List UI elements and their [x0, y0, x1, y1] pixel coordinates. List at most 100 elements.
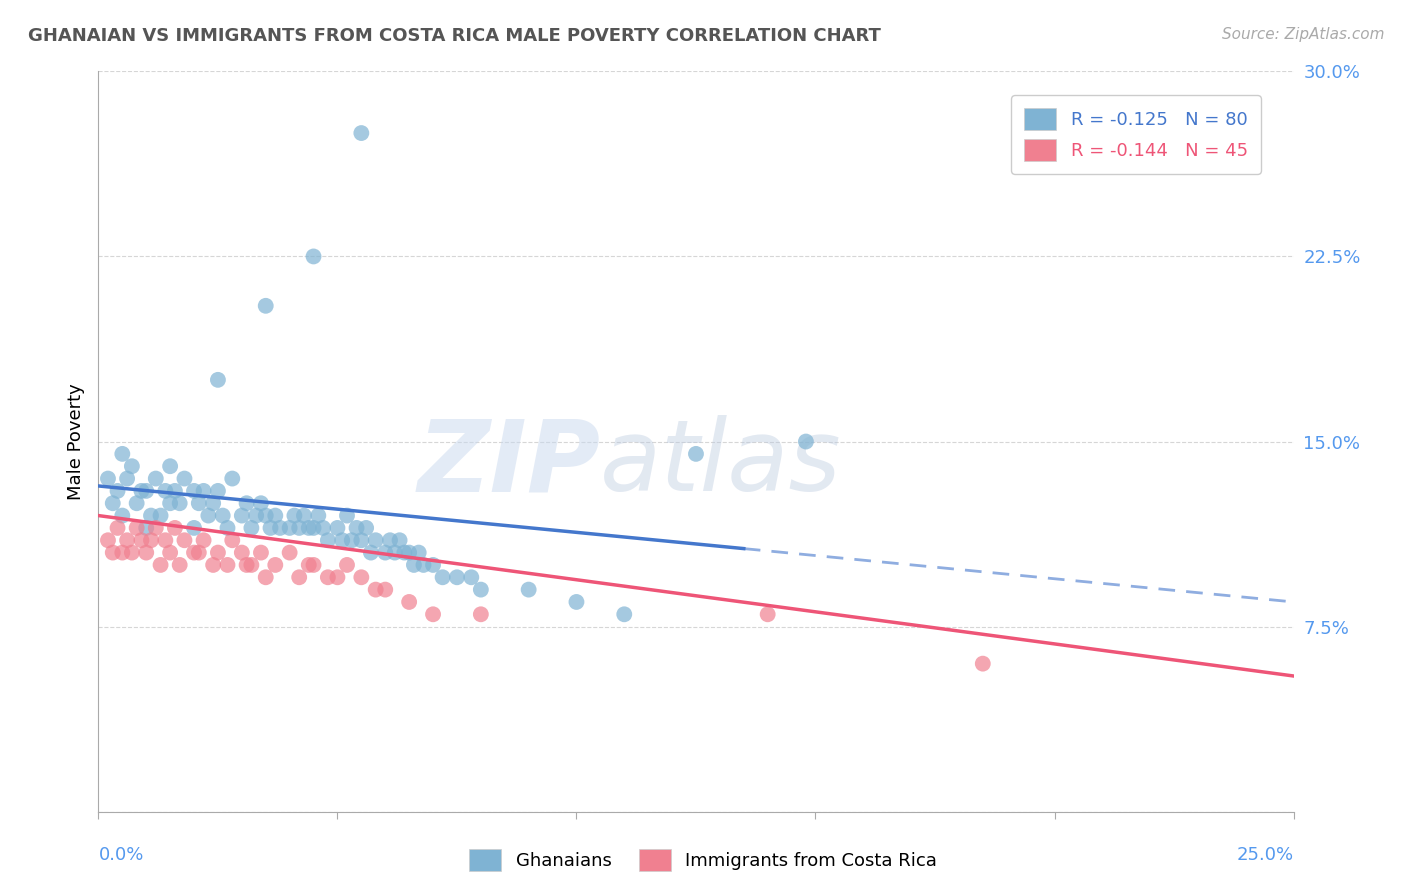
Point: [264, 508, 287, 523]
Point: [197, 508, 219, 523]
Point: [288, 570, 311, 584]
Text: ZIP: ZIP: [418, 416, 600, 512]
Point: [231, 545, 253, 560]
Point: [111, 545, 134, 560]
Point: [364, 582, 387, 597]
Point: [159, 545, 181, 560]
Point: [217, 558, 239, 572]
Point: [173, 533, 195, 548]
Point: [254, 570, 277, 584]
Point: [115, 471, 138, 485]
Point: [155, 483, 177, 498]
Point: [183, 521, 205, 535]
Point: [231, 508, 253, 523]
Point: [412, 558, 434, 572]
Point: [121, 545, 143, 560]
Point: [336, 558, 359, 572]
Point: [685, 447, 707, 461]
Point: [217, 521, 239, 535]
Point: [135, 483, 157, 498]
Point: [360, 545, 382, 560]
Point: [364, 533, 387, 548]
Point: [107, 521, 129, 535]
Point: [378, 533, 401, 548]
Point: [155, 533, 177, 548]
Point: [350, 570, 373, 584]
Point: [163, 483, 186, 498]
Point: [135, 521, 157, 535]
Point: [470, 607, 492, 622]
Point: [283, 508, 305, 523]
Point: [298, 558, 321, 572]
Point: [398, 595, 420, 609]
Point: [240, 558, 263, 572]
Point: [115, 533, 138, 548]
Text: atlas: atlas: [600, 416, 842, 512]
Text: 0.0%: 0.0%: [98, 847, 143, 864]
Point: [187, 545, 209, 560]
Point: [336, 508, 359, 523]
Point: [302, 558, 325, 572]
Y-axis label: Male Poverty: Male Poverty: [66, 384, 84, 500]
Point: [326, 570, 349, 584]
Point: [235, 558, 257, 572]
Point: [145, 521, 167, 535]
Legend: Ghanaians, Immigrants from Costa Rica: Ghanaians, Immigrants from Costa Rica: [461, 842, 945, 879]
Text: 25.0%: 25.0%: [1236, 847, 1294, 864]
Point: [302, 250, 325, 264]
Point: [193, 483, 215, 498]
Point: [240, 521, 263, 535]
Point: [517, 582, 540, 597]
Point: [340, 533, 363, 548]
Point: [292, 508, 315, 523]
Point: [121, 459, 143, 474]
Text: Source: ZipAtlas.com: Source: ZipAtlas.com: [1222, 27, 1385, 42]
Point: [384, 545, 406, 560]
Point: [354, 521, 377, 535]
Point: [350, 533, 373, 548]
Point: [207, 545, 229, 560]
Point: [422, 607, 444, 622]
Point: [316, 533, 339, 548]
Point: [250, 496, 273, 510]
Point: [183, 545, 205, 560]
Point: [97, 471, 120, 485]
Point: [159, 459, 181, 474]
Point: [269, 521, 291, 535]
Point: [288, 521, 311, 535]
Point: [169, 496, 191, 510]
Point: [254, 508, 277, 523]
Point: [101, 545, 124, 560]
Point: [149, 558, 172, 572]
Point: [139, 508, 162, 523]
Point: [169, 558, 191, 572]
Point: [278, 521, 301, 535]
Point: [221, 533, 243, 548]
Point: [187, 496, 209, 510]
Point: [302, 521, 325, 535]
Point: [101, 496, 124, 510]
Point: [422, 558, 444, 572]
Point: [207, 483, 229, 498]
Point: [193, 533, 215, 548]
Point: [145, 471, 167, 485]
Point: [139, 533, 162, 548]
Point: [388, 533, 411, 548]
Point: [794, 434, 817, 449]
Point: [202, 496, 225, 510]
Point: [183, 483, 205, 498]
Point: [278, 545, 301, 560]
Point: [350, 126, 373, 140]
Point: [254, 299, 277, 313]
Point: [125, 521, 148, 535]
Point: [111, 508, 134, 523]
Point: [470, 582, 492, 597]
Point: [111, 447, 134, 461]
Point: [125, 496, 148, 510]
Point: [131, 483, 153, 498]
Point: [159, 496, 181, 510]
Point: [149, 508, 172, 523]
Point: [135, 545, 157, 560]
Point: [432, 570, 454, 584]
Point: [346, 521, 368, 535]
